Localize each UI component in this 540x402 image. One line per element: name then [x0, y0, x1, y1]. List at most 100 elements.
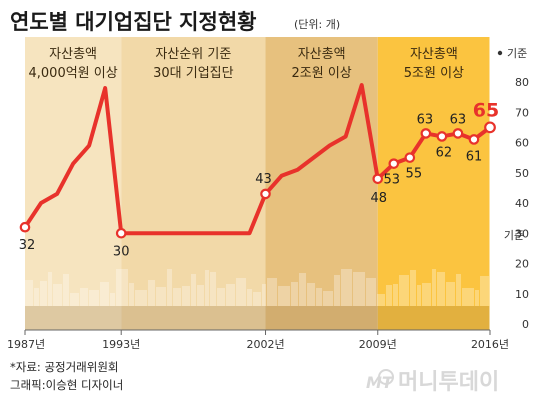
skyline-building	[262, 284, 266, 306]
period-band	[121, 37, 266, 330]
data-label: 43	[255, 172, 272, 187]
skyline-building	[462, 288, 474, 306]
data-point	[420, 128, 432, 139]
data-label: 32	[19, 238, 36, 253]
data-point	[452, 128, 464, 139]
data-label: 48	[370, 191, 387, 206]
city-skyline	[25, 269, 490, 330]
skyline-building	[446, 282, 455, 306]
period-label-line2: 4,000억원 이상	[29, 66, 118, 81]
skyline-building	[210, 272, 216, 306]
skyline-building	[247, 289, 252, 306]
skyline-building	[307, 283, 315, 306]
skyline-building	[116, 269, 128, 306]
skyline-building	[253, 292, 261, 306]
publisher-credit: 머니투데이	[398, 370, 499, 395]
period-band	[265, 37, 378, 330]
skyline-ground	[25, 306, 490, 330]
publisher-logo-mark: MT	[366, 373, 394, 392]
skyline-building	[278, 286, 290, 306]
skyline-building	[197, 285, 204, 306]
x-tick-label: 2016년	[471, 338, 509, 351]
skyline-building	[432, 269, 436, 306]
skyline-building	[323, 291, 333, 306]
publisher-logo: MT 머니투데이	[366, 369, 499, 395]
period-bands: 자산총액 4,000억원 이상 자산순위 기준 30대 기업집단 자산총액 2조원 이상 자…	[25, 37, 490, 330]
skyline-building	[456, 274, 461, 306]
skyline-building	[148, 280, 155, 306]
skyline-building	[110, 293, 115, 306]
data-label: 65	[473, 99, 499, 121]
data-point	[19, 221, 31, 233]
data-point	[388, 158, 400, 169]
skyline-building	[40, 281, 47, 306]
period-band	[25, 37, 122, 330]
y-tick-label: 0	[522, 318, 529, 331]
period-label-line2: 2조원 이상	[292, 66, 352, 81]
publisher-logo-circle	[378, 369, 394, 385]
skyline-building	[417, 285, 421, 306]
x-axis: 1987년 1993년 2002년 2009년 2016년	[7, 329, 509, 351]
data-point	[468, 134, 480, 145]
y-tick-label: 70	[515, 106, 529, 119]
skyline-building	[191, 274, 196, 306]
skyline-building	[386, 285, 392, 306]
y-tick-label: 20	[515, 258, 529, 271]
series-line	[19, 83, 496, 239]
y-tick-label: 40	[515, 197, 529, 210]
y-axis-note: 기준	[504, 229, 524, 242]
y-axis-title: 기준	[507, 47, 527, 60]
skyline-building	[299, 273, 306, 306]
data-label: 53	[384, 173, 401, 188]
period-band	[377, 37, 490, 330]
skyline-building	[410, 270, 416, 306]
period-label-line2: 30대 기업집단	[153, 66, 234, 81]
y-tick-label: 60	[515, 137, 529, 150]
data-label: 62	[436, 145, 453, 160]
skyline-building	[80, 288, 88, 306]
skyline-building	[267, 278, 277, 306]
y-tick-label: 30	[515, 227, 529, 240]
data-label: 63	[417, 112, 434, 127]
data-label: 30	[113, 244, 130, 259]
period-label-line1: 자산총액	[298, 47, 346, 62]
x-tick-label: 2002년	[246, 338, 284, 351]
skyline-building	[353, 272, 365, 306]
skyline-building	[399, 275, 409, 306]
skyline-building	[291, 282, 298, 306]
skyline-building	[422, 283, 431, 306]
skyline-building	[70, 293, 79, 306]
skyline-building	[182, 286, 190, 306]
skyline-building	[341, 269, 352, 306]
skyline-building	[377, 294, 385, 306]
skyline-building	[53, 284, 62, 306]
skyline-building	[156, 287, 166, 306]
skyline-building	[217, 288, 225, 306]
skyline-building	[480, 276, 489, 306]
skyline-building	[63, 274, 69, 306]
skyline-building	[334, 275, 340, 306]
source-note: *자료: 공정거래위원회	[10, 360, 119, 374]
skyline-building	[89, 290, 99, 306]
skyline-building	[475, 290, 479, 306]
axis-label-bullet	[497, 50, 503, 56]
x-tick-label: 1993년	[102, 338, 140, 351]
data-label: 61	[466, 149, 483, 164]
skyline-building	[173, 288, 181, 306]
data-point	[404, 152, 416, 163]
skyline-building	[393, 284, 398, 306]
skyline-building	[366, 278, 376, 306]
x-tick-label: 1987년	[7, 338, 45, 351]
chart-title: 연도별 대기업집단 지정현황	[10, 10, 256, 34]
data-point	[115, 227, 127, 239]
unit-label: (단위: 개)	[294, 18, 340, 31]
skyline-building	[316, 288, 322, 306]
skyline-building	[437, 272, 445, 306]
skyline-building	[167, 269, 172, 306]
period-label-line1: 자산총액	[49, 47, 97, 62]
skyline-building	[236, 278, 246, 306]
data-point	[260, 188, 271, 200]
period-label-line2: 5조원 이상	[404, 66, 464, 81]
